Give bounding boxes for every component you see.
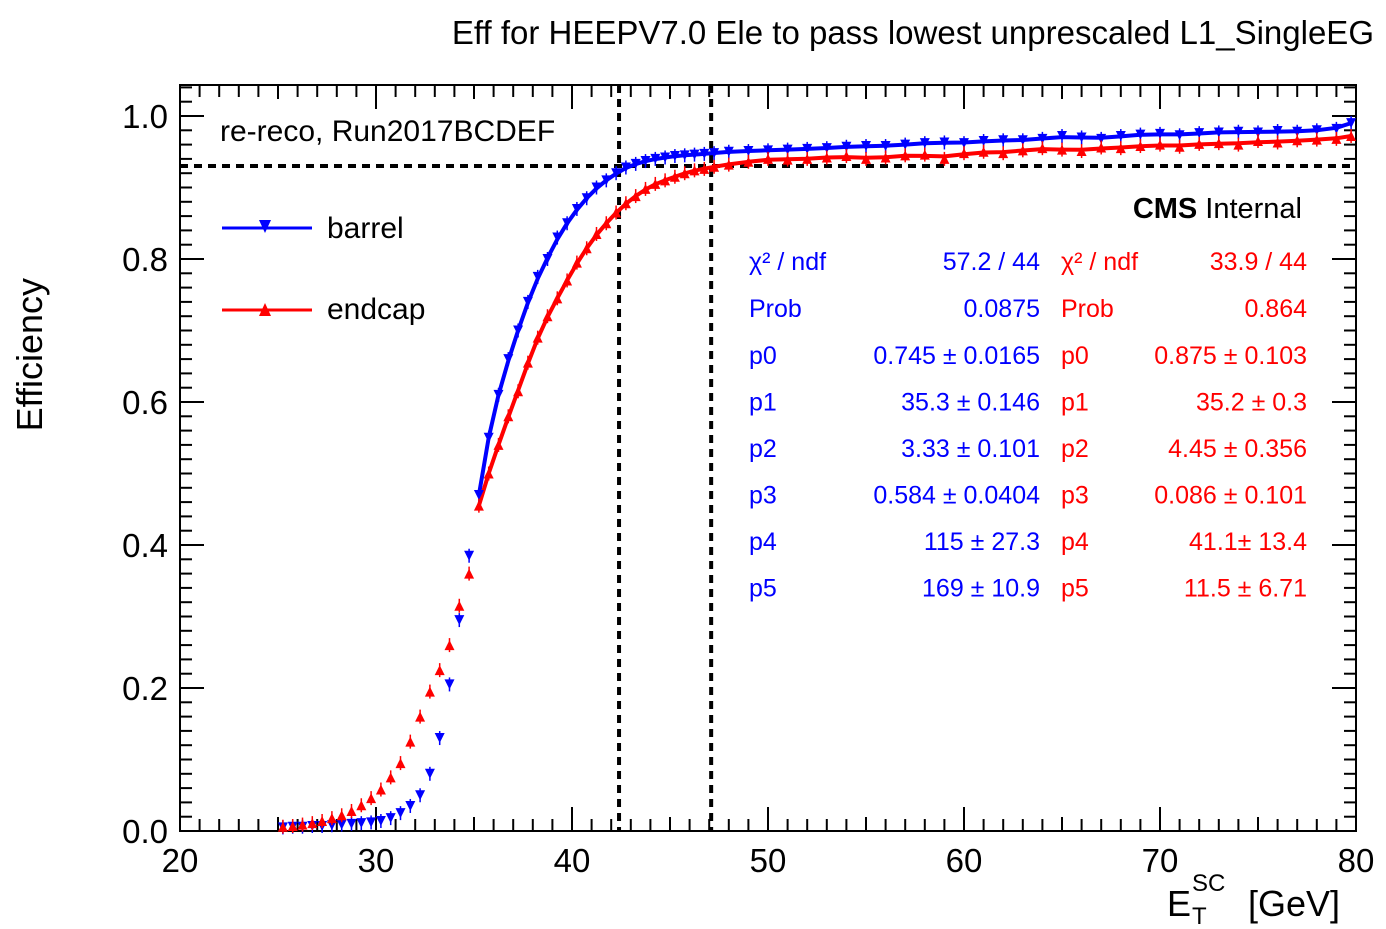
x-tick-label: 70 (1142, 842, 1179, 879)
fit-stat-label: Prob (1061, 295, 1114, 323)
x-tick-label: 40 (554, 842, 591, 879)
x-axis-label: E T SC [GeV] (1167, 870, 1340, 929)
fit-param-value: 169 ± 10.9 (922, 575, 1040, 603)
axes: 20 30 40 50 60 70 80 0.0 0.2 0.4 0.6 0.8 1.0 (122, 84, 1375, 879)
fit-stat-value: 33.9 / 44 (1210, 248, 1307, 276)
fit-stat-value: 0.864 (1244, 295, 1307, 323)
fit-param-name: p4 (749, 528, 777, 556)
y-tick-label: 0.6 (122, 384, 168, 421)
data-points (277, 116, 1357, 835)
y-tick-label: 0.2 (122, 670, 168, 707)
fit-param-name: p2 (749, 435, 777, 463)
fit-param-value: 115 ± 27.3 (924, 528, 1040, 556)
fit-param-value: 35.3 ± 0.146 (901, 389, 1040, 417)
fit-stat-label: χ² / ndf (1061, 248, 1138, 276)
reference-lines (180, 85, 1356, 831)
legend-entry-barrel: barrel (222, 212, 404, 245)
fit-param-name: p1 (1061, 389, 1089, 417)
fit-param-name: p0 (749, 342, 777, 370)
x-axis-label-main: E (1167, 883, 1191, 924)
legend-entry-endcap: endcap (222, 293, 425, 326)
x-tick-label: 20 (162, 842, 199, 879)
fit-curve-barrel (476, 121, 1352, 496)
fit-param-value: 35.2 ± 0.3 (1196, 389, 1307, 417)
legend-label-endcap: endcap (327, 293, 425, 326)
fit-param-value: 3.33 ± 0.101 (901, 435, 1040, 463)
fit-param-value: 0.745 ± 0.0165 (873, 342, 1040, 370)
chart-title: Eff for HEEPV7.0 Ele to pass lowest unpr… (452, 14, 1374, 51)
x-axis-label-sub: T (1192, 903, 1207, 929)
fit-param-name: p2 (1061, 435, 1089, 463)
fit-param-name: p1 (749, 389, 777, 417)
fit-param-name: p0 (1061, 342, 1089, 370)
fit-param-value: 0.086 ± 0.101 (1154, 482, 1307, 510)
fit-stats-endcap: χ² / ndf 33.9 / 44 Prob 0.864 p0 0.875 ± … (1061, 248, 1307, 603)
fit-curves (476, 121, 1352, 507)
legend-label-barrel: barrel (327, 212, 404, 245)
y-axis-label: Efficiency (9, 278, 50, 431)
annotation-text: re-reco, Run2017BCDEF (220, 115, 555, 148)
fit-param-value: 11.5 ± 6.71 (1184, 575, 1307, 603)
fit-param-value: 0.875 ± 0.103 (1154, 342, 1307, 370)
fit-param-name: p3 (749, 482, 777, 510)
fit-param-value: 4.45 ± 0.356 (1168, 435, 1307, 463)
legend: barrel endcap (222, 212, 425, 326)
fit-stat-value: 57.2 / 44 (943, 248, 1040, 276)
x-tick-label: 50 (750, 842, 787, 879)
fit-stat-value: 0.0875 (964, 295, 1040, 323)
fit-param-name: p4 (1061, 528, 1089, 556)
fit-param-name: p5 (749, 575, 777, 603)
fit-param-name: p3 (1061, 482, 1089, 510)
fit-stat-label: χ² / ndf (749, 248, 826, 276)
fit-stat-label: Prob (749, 295, 802, 323)
fit-param-value: 0.584 ± 0.0404 (873, 482, 1040, 510)
fit-curve-endcap (476, 134, 1352, 507)
y-tick-label: 0.4 (122, 527, 168, 564)
x-tick-label: 80 (1338, 842, 1375, 879)
cms-label: CMS Internal (1133, 193, 1302, 225)
legend-marker-endcap (259, 303, 271, 316)
x-axis-label-sup: SC (1192, 870, 1225, 897)
fit-stats-barrel: χ² / ndf 57.2 / 44 Prob 0.0875 p0 0.745 ±… (749, 248, 1040, 603)
y-tick-label: 0.0 (122, 813, 168, 850)
fit-param-name: p5 (1061, 575, 1089, 603)
y-tick-label: 0.8 (122, 241, 168, 278)
cms-label-internal: Internal (1205, 193, 1302, 225)
y-tick-label: 1.0 (122, 98, 168, 135)
x-axis-label-unit: [GeV] (1248, 883, 1340, 924)
legend-marker-barrel (259, 220, 271, 233)
fit-param-value: 41.1± 13.4 (1189, 528, 1307, 556)
x-tick-label: 60 (946, 842, 983, 879)
cms-label-bold: CMS (1133, 193, 1197, 225)
x-tick-label: 30 (358, 842, 395, 879)
